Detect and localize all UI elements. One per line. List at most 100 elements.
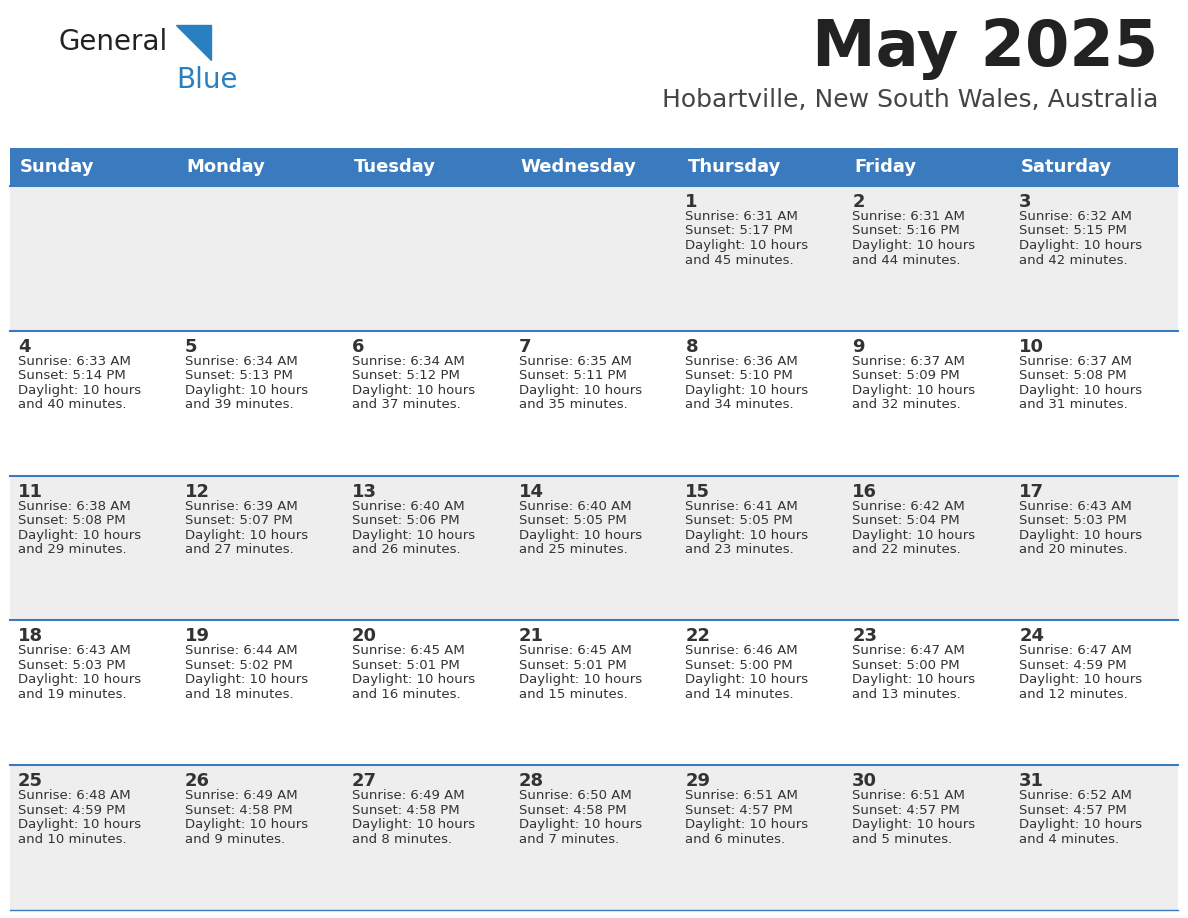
Text: Sunrise: 6:49 AM: Sunrise: 6:49 AM bbox=[352, 789, 465, 802]
Text: Daylight: 10 hours: Daylight: 10 hours bbox=[185, 384, 308, 397]
Text: and 18 minutes.: and 18 minutes. bbox=[185, 688, 293, 701]
Text: 4: 4 bbox=[18, 338, 31, 356]
Text: 19: 19 bbox=[185, 627, 210, 645]
Polygon shape bbox=[176, 25, 211, 60]
Text: Tuesday: Tuesday bbox=[354, 158, 436, 176]
Text: Friday: Friday bbox=[854, 158, 916, 176]
Text: and 10 minutes.: and 10 minutes. bbox=[18, 833, 127, 845]
Text: Daylight: 10 hours: Daylight: 10 hours bbox=[1019, 529, 1143, 542]
Text: Sunset: 5:13 PM: Sunset: 5:13 PM bbox=[185, 369, 292, 382]
Text: and 42 minutes.: and 42 minutes. bbox=[1019, 253, 1127, 266]
Text: 24: 24 bbox=[1019, 627, 1044, 645]
Text: 10: 10 bbox=[1019, 338, 1044, 356]
Text: Sunset: 5:05 PM: Sunset: 5:05 PM bbox=[519, 514, 626, 527]
Text: Sunrise: 6:44 AM: Sunrise: 6:44 AM bbox=[185, 644, 297, 657]
Text: Sunrise: 6:42 AM: Sunrise: 6:42 AM bbox=[852, 499, 965, 512]
Text: and 7 minutes.: and 7 minutes. bbox=[519, 833, 619, 845]
Text: Sunrise: 6:50 AM: Sunrise: 6:50 AM bbox=[519, 789, 631, 802]
Text: and 13 minutes.: and 13 minutes. bbox=[852, 688, 961, 701]
Text: 23: 23 bbox=[852, 627, 877, 645]
Text: 26: 26 bbox=[185, 772, 210, 790]
Text: Sunrise: 6:40 AM: Sunrise: 6:40 AM bbox=[519, 499, 631, 512]
Text: Sunrise: 6:45 AM: Sunrise: 6:45 AM bbox=[352, 644, 465, 657]
Text: and 25 minutes.: and 25 minutes. bbox=[519, 543, 627, 556]
Text: Sunrise: 6:35 AM: Sunrise: 6:35 AM bbox=[519, 354, 632, 368]
Text: Sunset: 5:11 PM: Sunset: 5:11 PM bbox=[519, 369, 626, 382]
Text: Sunset: 5:12 PM: Sunset: 5:12 PM bbox=[352, 369, 460, 382]
Text: Sunrise: 6:41 AM: Sunrise: 6:41 AM bbox=[685, 499, 798, 512]
Text: Sunset: 4:58 PM: Sunset: 4:58 PM bbox=[185, 803, 292, 817]
Text: 21: 21 bbox=[519, 627, 544, 645]
Text: and 12 minutes.: and 12 minutes. bbox=[1019, 688, 1127, 701]
Text: Saturday: Saturday bbox=[1022, 158, 1112, 176]
Text: Daylight: 10 hours: Daylight: 10 hours bbox=[352, 674, 475, 687]
Text: Blue: Blue bbox=[176, 66, 238, 94]
Text: Sunset: 5:14 PM: Sunset: 5:14 PM bbox=[18, 369, 126, 382]
Text: and 45 minutes.: and 45 minutes. bbox=[685, 253, 794, 266]
Text: Sunset: 4:58 PM: Sunset: 4:58 PM bbox=[519, 803, 626, 817]
Bar bbox=[10, 621, 1178, 766]
Bar bbox=[10, 148, 1178, 186]
Text: Sunrise: 6:37 AM: Sunrise: 6:37 AM bbox=[1019, 354, 1132, 368]
Text: and 26 minutes.: and 26 minutes. bbox=[352, 543, 460, 556]
Text: and 23 minutes.: and 23 minutes. bbox=[685, 543, 795, 556]
Text: Sunrise: 6:47 AM: Sunrise: 6:47 AM bbox=[1019, 644, 1132, 657]
Text: and 35 minutes.: and 35 minutes. bbox=[519, 398, 627, 411]
Text: Daylight: 10 hours: Daylight: 10 hours bbox=[685, 674, 809, 687]
Text: and 4 minutes.: and 4 minutes. bbox=[1019, 833, 1119, 845]
Text: Daylight: 10 hours: Daylight: 10 hours bbox=[18, 818, 141, 831]
Text: Daylight: 10 hours: Daylight: 10 hours bbox=[852, 674, 975, 687]
Bar bbox=[10, 766, 1178, 910]
Text: Sunrise: 6:34 AM: Sunrise: 6:34 AM bbox=[185, 354, 298, 368]
Text: Sunset: 5:02 PM: Sunset: 5:02 PM bbox=[185, 659, 292, 672]
Text: Daylight: 10 hours: Daylight: 10 hours bbox=[519, 529, 642, 542]
Text: Sunset: 5:10 PM: Sunset: 5:10 PM bbox=[685, 369, 794, 382]
Text: and 16 minutes.: and 16 minutes. bbox=[352, 688, 460, 701]
Text: Daylight: 10 hours: Daylight: 10 hours bbox=[18, 384, 141, 397]
Text: 14: 14 bbox=[519, 483, 544, 500]
Text: Sunset: 5:01 PM: Sunset: 5:01 PM bbox=[519, 659, 626, 672]
Text: Sunrise: 6:46 AM: Sunrise: 6:46 AM bbox=[685, 644, 798, 657]
Text: Sunset: 5:03 PM: Sunset: 5:03 PM bbox=[18, 659, 126, 672]
Text: 8: 8 bbox=[685, 338, 699, 356]
Text: Sunrise: 6:49 AM: Sunrise: 6:49 AM bbox=[185, 789, 297, 802]
Text: Daylight: 10 hours: Daylight: 10 hours bbox=[852, 529, 975, 542]
Text: 13: 13 bbox=[352, 483, 377, 500]
Text: Daylight: 10 hours: Daylight: 10 hours bbox=[352, 384, 475, 397]
Text: Daylight: 10 hours: Daylight: 10 hours bbox=[1019, 239, 1143, 252]
Text: Daylight: 10 hours: Daylight: 10 hours bbox=[185, 529, 308, 542]
Bar bbox=[10, 186, 1178, 330]
Text: Daylight: 10 hours: Daylight: 10 hours bbox=[519, 384, 642, 397]
Text: May 2025: May 2025 bbox=[811, 18, 1158, 80]
Text: Sunrise: 6:45 AM: Sunrise: 6:45 AM bbox=[519, 644, 631, 657]
Text: Daylight: 10 hours: Daylight: 10 hours bbox=[519, 818, 642, 831]
Text: Monday: Monday bbox=[187, 158, 266, 176]
Text: 25: 25 bbox=[18, 772, 43, 790]
Bar bbox=[10, 476, 1178, 621]
Text: Sunset: 5:00 PM: Sunset: 5:00 PM bbox=[685, 659, 794, 672]
Text: General: General bbox=[58, 28, 168, 56]
Text: Daylight: 10 hours: Daylight: 10 hours bbox=[685, 384, 809, 397]
Text: 27: 27 bbox=[352, 772, 377, 790]
Text: 29: 29 bbox=[685, 772, 710, 790]
Text: Sunrise: 6:43 AM: Sunrise: 6:43 AM bbox=[1019, 499, 1132, 512]
Text: 12: 12 bbox=[185, 483, 210, 500]
Text: Daylight: 10 hours: Daylight: 10 hours bbox=[352, 818, 475, 831]
Text: Sunday: Sunday bbox=[20, 158, 95, 176]
Text: 5: 5 bbox=[185, 338, 197, 356]
Text: Daylight: 10 hours: Daylight: 10 hours bbox=[1019, 384, 1143, 397]
Text: Sunset: 5:16 PM: Sunset: 5:16 PM bbox=[852, 225, 960, 238]
Text: Daylight: 10 hours: Daylight: 10 hours bbox=[18, 674, 141, 687]
Text: Daylight: 10 hours: Daylight: 10 hours bbox=[685, 239, 809, 252]
Text: Sunset: 4:57 PM: Sunset: 4:57 PM bbox=[852, 803, 960, 817]
Text: and 6 minutes.: and 6 minutes. bbox=[685, 833, 785, 845]
Text: Sunrise: 6:36 AM: Sunrise: 6:36 AM bbox=[685, 354, 798, 368]
Text: 11: 11 bbox=[18, 483, 43, 500]
Text: Sunrise: 6:38 AM: Sunrise: 6:38 AM bbox=[18, 499, 131, 512]
Text: and 22 minutes.: and 22 minutes. bbox=[852, 543, 961, 556]
Text: 17: 17 bbox=[1019, 483, 1044, 500]
Text: and 14 minutes.: and 14 minutes. bbox=[685, 688, 794, 701]
Text: Sunrise: 6:33 AM: Sunrise: 6:33 AM bbox=[18, 354, 131, 368]
Text: and 27 minutes.: and 27 minutes. bbox=[185, 543, 293, 556]
Text: Sunrise: 6:40 AM: Sunrise: 6:40 AM bbox=[352, 499, 465, 512]
